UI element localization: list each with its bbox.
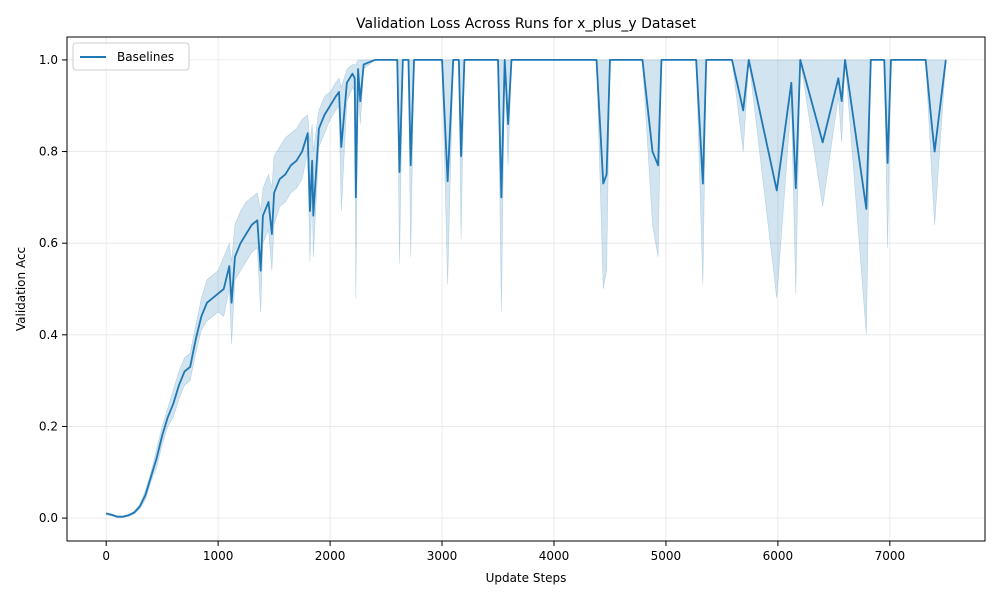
series-line-layer: [105, 59, 947, 518]
y-axis-ticks: 0.0 0.2 0.4 0.6 0.8 1.0: [39, 53, 67, 525]
x-tick-label: 3000: [427, 549, 458, 563]
y-tick-label: 0.4: [39, 328, 58, 342]
legend-box: [72, 42, 190, 71]
legend: Baselines: [72, 42, 190, 71]
x-tick-label: 0: [102, 549, 110, 563]
y-tick-label: 0.0: [39, 511, 58, 525]
legend-label: Baselines: [117, 50, 174, 64]
y-tick-label: 0.2: [39, 419, 58, 433]
y-tick-label: 1.0: [39, 53, 58, 67]
x-tick-label: 5000: [651, 549, 682, 563]
y-axis-label: Validation Acc: [14, 247, 28, 331]
x-tick-label: 4000: [539, 549, 570, 563]
x-tick-label: 1000: [203, 549, 234, 563]
series-line: [105, 59, 947, 518]
x-axis-ticks: 0 1000 2000 3000 4000 5000 6000 7000: [102, 541, 905, 563]
x-tick-label: 2000: [315, 549, 346, 563]
y-tick-label: 0.8: [39, 145, 58, 159]
x-tick-label: 6000: [763, 549, 794, 563]
plot-frame: [66, 36, 986, 542]
x-tick-label: 7000: [875, 549, 906, 563]
y-tick-label: 0.6: [39, 236, 58, 250]
chart-title: Validation Loss Across Runs for x_plus_y…: [356, 16, 696, 32]
x-axis-label: Update Steps: [486, 571, 567, 585]
